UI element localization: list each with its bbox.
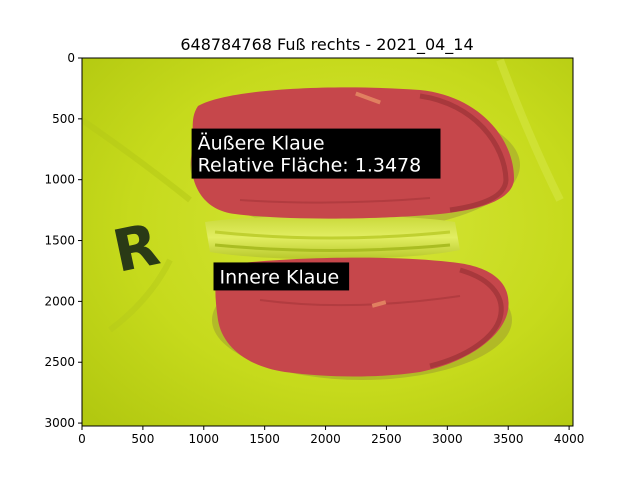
fabric-fold [496, 58, 564, 202]
x-tick-label: 1500 [249, 432, 280, 446]
sole-mark [371, 300, 387, 308]
y-tick-label: 1000 [44, 173, 75, 187]
x-tick-label: 4000 [554, 432, 585, 446]
x-tick-label: 3000 [432, 432, 463, 446]
hoof-photo: R [82, 58, 573, 426]
y-tick-label: 2000 [44, 294, 75, 308]
y-tick-label: 3000 [44, 416, 75, 430]
annotation-text: Relative Fläche: 1.3478 [198, 155, 422, 177]
inner-claw-wall [429, 267, 504, 369]
y-tick-label: 2500 [44, 355, 75, 369]
annotation-box [213, 262, 350, 291]
outer-claw-sole-line [239, 197, 431, 204]
y-tick-label: 1500 [44, 234, 75, 248]
figure-title: 648784768 Fuß rechts - 2021_04_14 [180, 35, 473, 55]
skin-ridge [214, 230, 451, 240]
plot-frame [81, 57, 574, 427]
y-tick-label: 500 [52, 112, 75, 126]
fabric-fold [108, 258, 173, 333]
x-axis: 0 500 1000 1500 2000 2500 3000 3500 4000 [78, 426, 584, 446]
x-tick-label: 3500 [493, 432, 524, 446]
x-tick-label: 2500 [371, 432, 402, 446]
skin-ridge [214, 243, 451, 252]
inner-claw-sole-line [259, 295, 461, 307]
x-tick-label: 1000 [189, 432, 220, 446]
fabric-fold [82, 117, 192, 203]
x-tick-label: 2000 [310, 432, 341, 446]
x-tick-label: 0 [78, 432, 86, 446]
annotation-box [191, 128, 441, 179]
y-axis: 0 500 1000 1500 2000 2500 3000 [44, 51, 82, 430]
y-tick-label: 0 [67, 51, 75, 65]
x-tick-label: 500 [131, 432, 154, 446]
annotation-text: Innere Klaue [220, 266, 340, 288]
annotation-text: Äußere Klaue [198, 132, 325, 155]
sole-mark [355, 91, 381, 105]
annotation-inner-claw: Innere Klaue [213, 262, 350, 291]
outer-claw-wall [419, 93, 509, 213]
